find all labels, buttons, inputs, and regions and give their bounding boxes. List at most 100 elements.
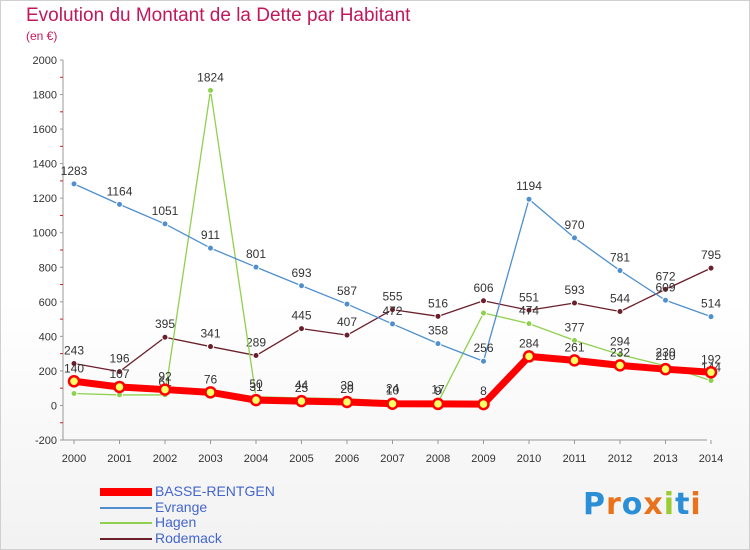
data-label: 20 [340, 382, 354, 396]
data-point [295, 394, 308, 408]
data-point [707, 313, 715, 321]
data-point [389, 306, 396, 314]
x-tick-label: 2001 [107, 453, 131, 465]
data-point [207, 343, 214, 351]
data-label: 544 [610, 291, 630, 305]
data-point [113, 380, 126, 394]
x-tick-label: 2000 [62, 453, 86, 465]
data-label: 358 [428, 324, 448, 338]
legend-swatch [100, 522, 152, 524]
logo-letter: P [583, 487, 606, 522]
data-point [204, 386, 217, 399]
data-point [298, 325, 305, 333]
logo-letter: x [643, 487, 664, 522]
x-tick-label: 2011 [563, 453, 587, 465]
x-tick-label: 2009 [471, 453, 495, 465]
data-label: 230 [655, 346, 675, 360]
data-label: 1283 [61, 164, 88, 178]
data-point [571, 336, 578, 344]
data-label: 593 [564, 283, 584, 297]
data-label: 555 [382, 290, 402, 304]
data-point [568, 354, 581, 367]
data-label: 445 [291, 309, 311, 323]
data-label: 9 [435, 384, 442, 398]
legend-label: Rodemack [155, 529, 222, 546]
y-tick-label: 200 [39, 366, 57, 378]
data-label: 289 [246, 336, 266, 350]
data-point [522, 350, 536, 363]
data-label: 192 [701, 352, 721, 366]
unit-label: (en €) [26, 29, 58, 43]
logo-letter: t [675, 487, 691, 522]
data-point [662, 296, 669, 304]
data-label: 514 [701, 297, 721, 311]
data-point [659, 362, 672, 376]
data-point [704, 366, 718, 379]
data-point [434, 312, 442, 320]
data-label: 516 [428, 296, 448, 310]
x-tick-label: 2007 [380, 453, 404, 465]
data-label: 39 [340, 379, 354, 393]
data-label: 551 [519, 290, 539, 304]
data-label: 472 [382, 304, 402, 318]
data-label: 140 [64, 361, 84, 375]
data-point [249, 393, 263, 407]
data-point [343, 331, 351, 339]
data-label: 294 [610, 335, 630, 349]
data-label: 256 [473, 341, 493, 355]
logo-letter: i [690, 487, 702, 522]
data-label: 10 [386, 384, 400, 398]
chart-title: Evolution du Montant de la Dette par Hab… [26, 5, 411, 26]
data-point [616, 351, 624, 359]
data-label: 377 [564, 320, 584, 334]
data-label: 243 [64, 343, 84, 357]
data-label: 395 [155, 317, 175, 331]
data-label: 196 [109, 352, 129, 366]
data-label: 44 [295, 378, 309, 392]
legend-swatch [100, 488, 152, 496]
data-point [707, 264, 715, 272]
data-point [70, 390, 78, 398]
y-tick-label: 1800 [33, 90, 57, 102]
data-point [662, 285, 669, 293]
y-tick-label: 1200 [33, 193, 57, 205]
proxiti-logo: Proxiti [583, 487, 702, 522]
data-point [571, 299, 578, 307]
data-label: 25 [295, 381, 309, 395]
logo-letter: o [621, 487, 644, 522]
data-label: 407 [337, 315, 357, 329]
x-tick-label: 2002 [153, 453, 177, 465]
y-tick-label: 0 [51, 400, 57, 412]
y-tick-label: -200 [35, 435, 57, 447]
data-point [252, 352, 260, 360]
data-point [116, 200, 123, 208]
data-point [70, 180, 78, 188]
data-point [616, 267, 624, 275]
data-label: 606 [473, 281, 493, 295]
data-point [480, 297, 487, 305]
data-label: 31 [249, 380, 263, 394]
legend-label: BASSE-RENTGEN [155, 483, 275, 499]
data-point [431, 397, 445, 411]
data-point [116, 368, 123, 376]
legend-label: Hagen [155, 514, 197, 530]
data-point [340, 395, 354, 409]
data-label: 911 [201, 228, 220, 242]
data-label: 76 [204, 372, 218, 386]
x-tick-label: 2014 [699, 453, 723, 465]
data-label: 474 [519, 304, 539, 318]
data-point [161, 220, 169, 228]
data-label: 970 [564, 218, 584, 232]
data-point [161, 333, 169, 341]
data-label: 92 [158, 370, 172, 384]
data-point [613, 359, 627, 372]
data-point [207, 244, 214, 252]
y-tick-label: 800 [39, 262, 57, 274]
x-tick-label: 2003 [198, 453, 222, 465]
logo-letter: i [663, 487, 676, 522]
y-tick-label: 2000 [33, 55, 57, 67]
y-tick-label: 1600 [33, 124, 57, 136]
data-point [252, 263, 260, 271]
